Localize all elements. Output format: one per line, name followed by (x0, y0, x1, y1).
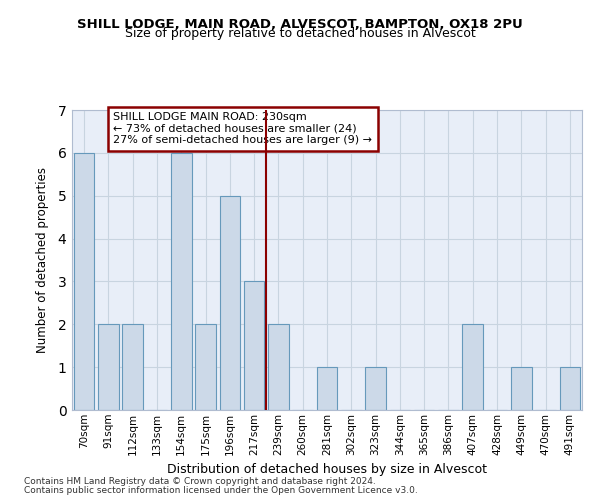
Bar (268, 324, 289, 410)
Text: Contains public sector information licensed under the Open Government Licence v3: Contains public sector information licen… (24, 486, 418, 495)
Bar (560, 367, 580, 410)
Bar (365, 367, 386, 410)
Text: SHILL LODGE MAIN ROAD: 230sqm
← 73% of detached houses are smaller (24)
27% of s: SHILL LODGE MAIN ROAD: 230sqm ← 73% of d… (113, 112, 372, 146)
Bar (195, 324, 216, 410)
X-axis label: Distribution of detached houses by size in Alvescot: Distribution of detached houses by size … (167, 463, 487, 476)
Bar (463, 324, 483, 410)
Bar (317, 367, 337, 410)
Text: SHILL LODGE, MAIN ROAD, ALVESCOT, BAMPTON, OX18 2PU: SHILL LODGE, MAIN ROAD, ALVESCOT, BAMPTO… (77, 18, 523, 30)
Bar (220, 196, 240, 410)
Bar (122, 324, 143, 410)
Text: Size of property relative to detached houses in Alvescot: Size of property relative to detached ho… (125, 28, 475, 40)
Bar (171, 153, 191, 410)
Text: Contains HM Land Registry data © Crown copyright and database right 2024.: Contains HM Land Registry data © Crown c… (24, 477, 376, 486)
Bar (74, 153, 94, 410)
Bar (511, 367, 532, 410)
Y-axis label: Number of detached properties: Number of detached properties (36, 167, 49, 353)
Bar (244, 282, 265, 410)
Bar (98, 324, 119, 410)
